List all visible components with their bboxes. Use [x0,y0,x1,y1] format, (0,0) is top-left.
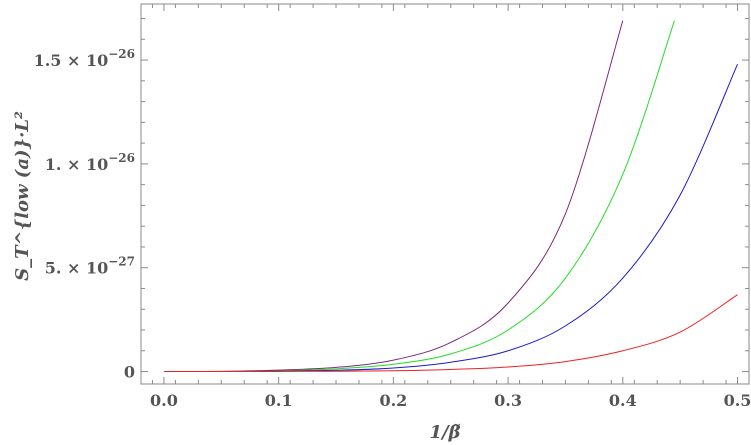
x-axis-title: 1/β̃ [429,422,460,443]
x-tick-label: 0.0 [150,391,178,410]
y-tick-label: 1. × 10−26 [45,151,135,174]
y-tick-label: 5. × 10−27 [45,255,135,278]
series-line-2 [163,64,738,373]
axis-ticks [141,4,749,384]
x-tick-label: 0.4 [609,391,637,410]
y-tick-label: 0 [124,363,135,382]
series-line-1 [163,20,675,373]
x-tick-label: 0.5 [724,391,751,410]
y-axis-title: S_T^{low (a)}·L² [12,111,33,281]
x-tick-label: 0.3 [494,391,522,410]
series-line-0 [163,20,624,373]
plot-frame [140,3,750,385]
x-tick-label: 0.2 [379,391,407,410]
x-tick-label: 0.1 [265,391,293,410]
y-tick-label: 1.5 × 10−26 [34,47,135,70]
series-layer [163,20,738,373]
series-line-3 [163,294,738,373]
axis-tick-labels: 0.0 0.1 0.2 0.3 0.4 0.5 0 5. × 10−27 1. × 10−26 1… [34,47,751,410]
